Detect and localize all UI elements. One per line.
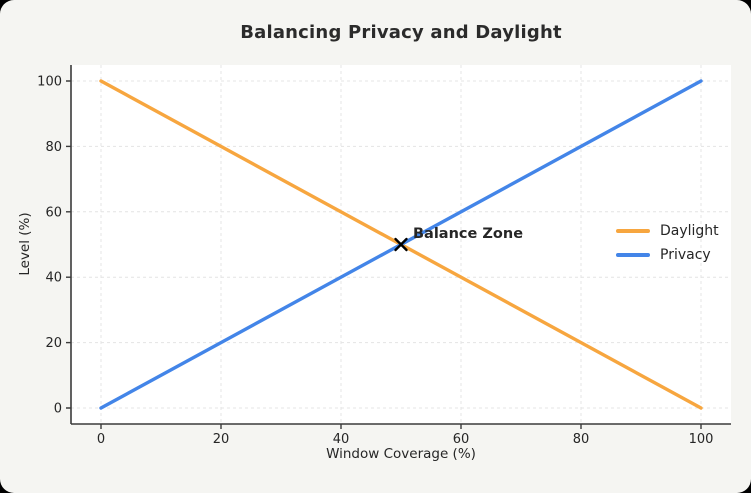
x-tick-label: 80 [573, 432, 590, 447]
daylight-line-swatch [616, 229, 650, 233]
y-tick-label: 60 [45, 205, 62, 220]
privacy-line-swatch [616, 253, 650, 257]
legend-label-privacy: Privacy [660, 247, 711, 263]
y-tick-label: 0 [54, 402, 62, 417]
x-axis-label: Window Coverage (%) [326, 446, 476, 462]
x-tick-label: 0 [97, 432, 105, 447]
x-tick-label: 20 [213, 432, 230, 447]
annotation-balance-zone: Balance Zone [413, 226, 524, 242]
legend-item-daylight: Daylight [616, 219, 719, 243]
legend-item-privacy: Privacy [616, 243, 719, 267]
y-tick-label: 40 [45, 271, 62, 286]
y-axis-label: Level (%) [17, 212, 33, 276]
x-tick-label: 100 [689, 432, 714, 447]
y-tick-label: 20 [45, 336, 62, 351]
x-marker-icon [394, 237, 408, 252]
legend-label-daylight: Daylight [660, 223, 719, 239]
chart-title: Balancing Privacy and Daylight [240, 22, 562, 43]
y-tick-label: 80 [45, 140, 62, 155]
x-tick-label: 60 [453, 432, 470, 447]
x-tick-label: 40 [333, 432, 350, 447]
legend: Daylight Privacy [616, 219, 719, 267]
y-tick-label: 100 [37, 75, 62, 90]
